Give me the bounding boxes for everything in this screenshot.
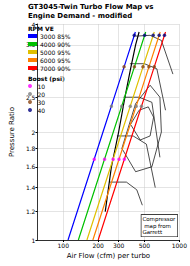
svg-text:Garrett: Garrett (142, 229, 162, 235)
svg-text:1: 1 (32, 237, 36, 244)
svg-text:200: 200 (92, 242, 104, 249)
svg-text:GT3045-Twin Turbo Flow Map vs: GT3045-Twin Turbo Flow Map vs (28, 3, 156, 11)
svg-text:Pressure Ratio: Pressure Ratio (8, 107, 16, 157)
svg-text:10: 10 (38, 83, 46, 90)
svg-text:30: 30 (38, 99, 46, 106)
svg-text:map from: map from (142, 222, 173, 229)
svg-text:300: 300 (113, 242, 125, 249)
svg-text:1.4: 1.4 (26, 184, 36, 191)
svg-text:Boost (psi): Boost (psi) (28, 75, 65, 83)
svg-text:500: 500 (139, 242, 151, 249)
svg-text:5000 95%: 5000 95% (40, 49, 71, 56)
svg-text:4000 90%: 4000 90% (40, 41, 71, 48)
svg-text:2.5: 2.5 (25, 93, 36, 101)
svg-text:RPM VE: RPM VE (28, 24, 54, 32)
svg-text:Air Flow (cfm) per turbo: Air Flow (cfm) per turbo (67, 252, 150, 260)
svg-text:20: 20 (38, 91, 46, 98)
svg-text:100: 100 (57, 242, 69, 249)
svg-text:7000 90%: 7000 90% (40, 65, 71, 72)
svg-text:1000: 1000 (172, 242, 187, 249)
svg-text:3000 85%: 3000 85% (40, 33, 71, 40)
svg-text:Compressor: Compressor (142, 216, 176, 223)
svg-text:40: 40 (38, 107, 46, 114)
svg-text:2: 2 (32, 129, 36, 136)
svg-text:4: 4 (32, 21, 36, 28)
svg-text:1.6: 1.6 (26, 163, 36, 170)
svg-text:1.2: 1.2 (26, 208, 36, 215)
svg-text:6000 95%: 6000 95% (40, 57, 71, 64)
svg-text:Engine Demand - modified: Engine Demand - modified (28, 12, 132, 20)
svg-text:1.8: 1.8 (26, 145, 36, 152)
